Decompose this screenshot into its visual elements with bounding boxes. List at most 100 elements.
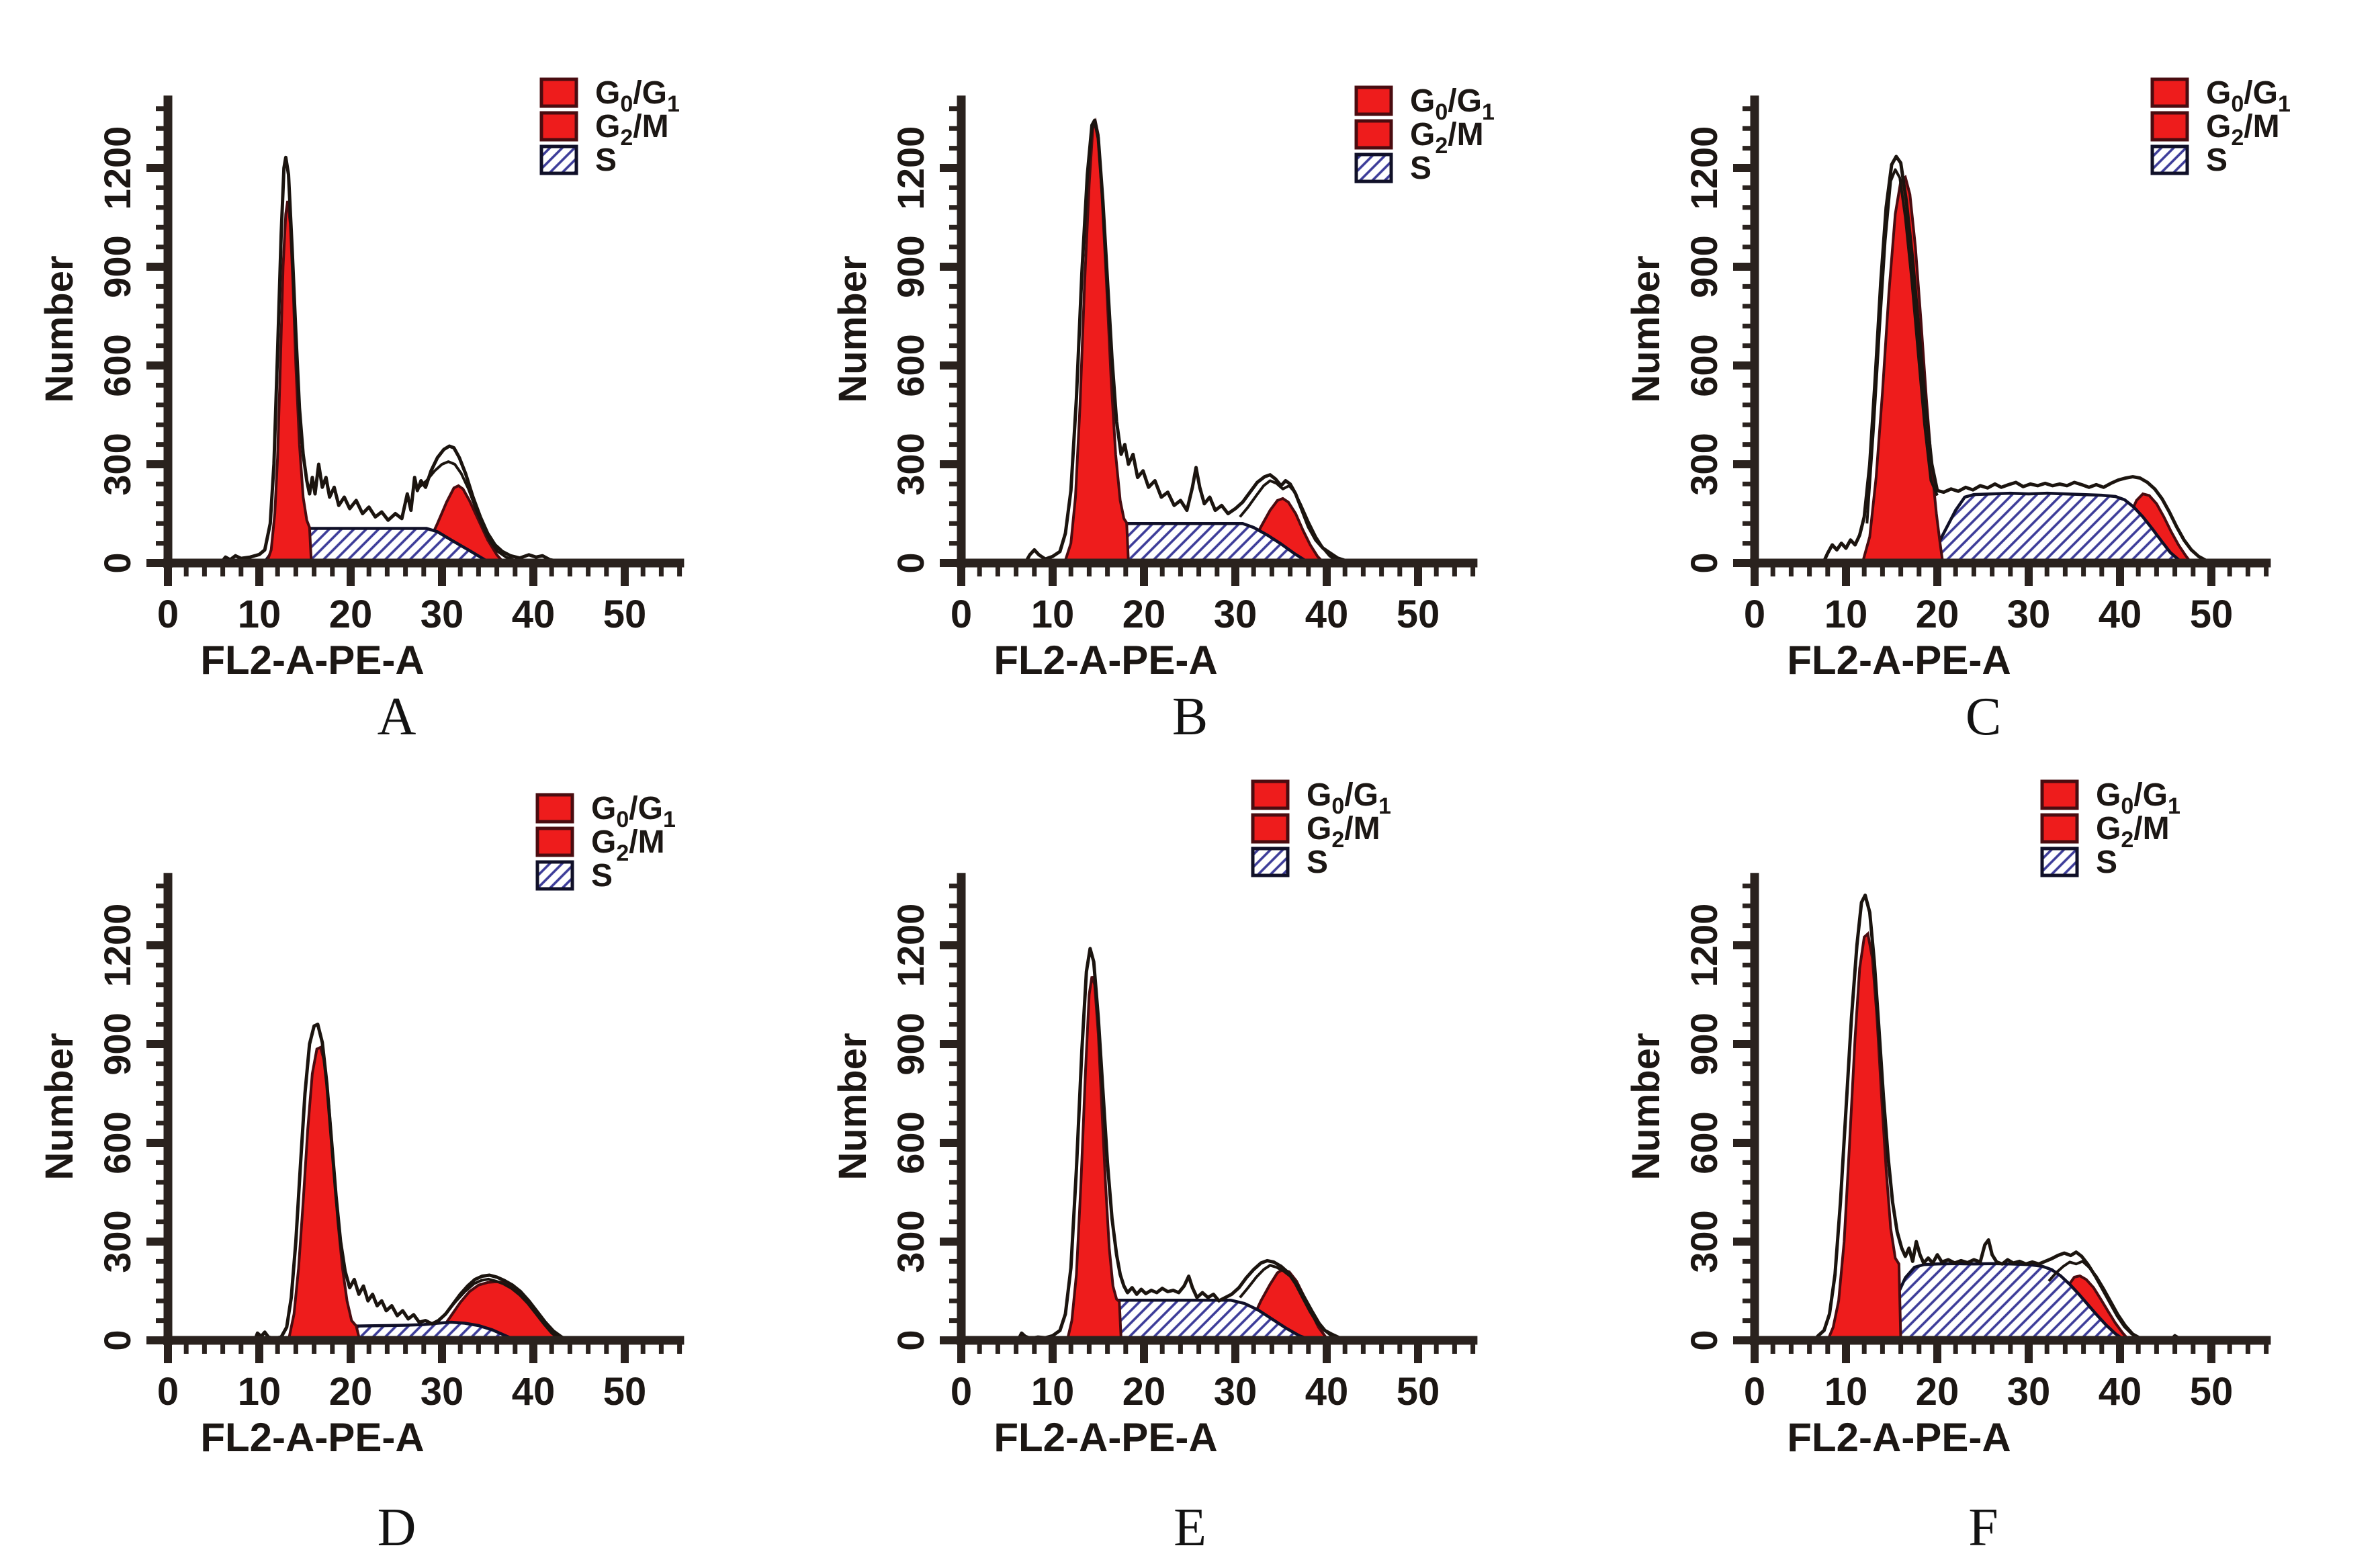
x-tick-label: 50 bbox=[603, 1370, 647, 1414]
legend-g0g1-label: G0​/G1​ bbox=[1410, 83, 1495, 125]
x-tick-label: 10 bbox=[238, 593, 281, 636]
x-axis-label: FL2-A-PE-A bbox=[200, 1415, 424, 1460]
legend-g0g1-swatch bbox=[1354, 85, 1393, 116]
x-tick-label: 10 bbox=[1824, 593, 1868, 636]
legend-g0g1-label: G0​/G1​ bbox=[2206, 75, 2291, 117]
panel-letter-a: A bbox=[377, 687, 416, 746]
g0g1-area bbox=[1860, 175, 1945, 564]
x-tick-label: 30 bbox=[2007, 1370, 2051, 1414]
x-tick-label: 40 bbox=[2099, 593, 2142, 636]
x-tick-label: 10 bbox=[238, 1370, 281, 1414]
y-tick-label: 0 bbox=[96, 552, 138, 573]
y-tick-label: 600 bbox=[1683, 1111, 1725, 1174]
legend-g2m-swatch bbox=[1251, 813, 1290, 844]
x-tick-label: 50 bbox=[2190, 593, 2234, 636]
legend-g0g1-swatch bbox=[1251, 779, 1290, 810]
y-axis-label: Number bbox=[38, 255, 81, 402]
panel-letter-c: C bbox=[1965, 687, 2002, 746]
x-axis-label: FL2-A-PE-A bbox=[1787, 638, 2011, 683]
y-tick-label: 1200 bbox=[96, 904, 138, 988]
x-tick-label: 30 bbox=[421, 593, 464, 636]
panel-a: 0 10 20 30 40 50 0 300 600 900 1200 Number FL2-A-PE-… bbox=[0, 0, 793, 777]
legend-g0g1-swatch bbox=[535, 793, 574, 824]
x-tick-label: 20 bbox=[329, 593, 373, 636]
y-axis-label: Number bbox=[831, 255, 875, 402]
y-tick-label: 900 bbox=[96, 235, 138, 298]
raw-histogram-outline bbox=[1024, 118, 1353, 565]
x-axis-label: FL2-A-PE-A bbox=[994, 638, 1217, 683]
y-axis-label: Number bbox=[1624, 255, 1668, 402]
legend-s-swatch bbox=[539, 144, 578, 175]
g0g1-area bbox=[1825, 931, 1902, 1342]
y-tick-label: 600 bbox=[889, 334, 932, 396]
legend-s-label: S bbox=[1307, 845, 1328, 880]
s-area bbox=[1925, 491, 2190, 565]
panel-e: 0 10 20 30 40 50 0 300 600 900 1200 Number FL2-A-PE-… bbox=[793, 777, 1587, 1554]
x-tick-label: 20 bbox=[1916, 1370, 1959, 1414]
legend-s-swatch bbox=[2150, 144, 2189, 175]
histogram-chart-e: 0 10 20 30 40 50 0 300 600 900 1200 Number FL2-A-PE-… bbox=[831, 777, 1478, 1460]
x-tick-label: 50 bbox=[2190, 1370, 2234, 1414]
y-tick-label: 300 bbox=[96, 433, 138, 495]
legend-g2m-swatch bbox=[2150, 111, 2189, 142]
x-axis-label: FL2-A-PE-A bbox=[1787, 1415, 2011, 1460]
y-tick-label: 1200 bbox=[1683, 126, 1725, 210]
x-tick-label: 50 bbox=[603, 593, 647, 636]
legend-s-label: S bbox=[595, 142, 617, 178]
x-tick-label: 40 bbox=[512, 1370, 556, 1414]
legend-g2m-label: G2​/M bbox=[2206, 109, 2280, 150]
x-tick-label: 30 bbox=[1214, 593, 1258, 636]
raw-histogram-outline bbox=[1812, 894, 2185, 1342]
panel-c: 0 10 20 30 40 50 0 300 600 900 1200 Number FL2-A-PE-… bbox=[1587, 0, 2380, 777]
legend-g0g1-label: G0​/G1​ bbox=[1307, 777, 1391, 819]
histogram-chart-b: 0 10 20 30 40 50 0 300 600 900 1200 Number FL2-A-PE-… bbox=[831, 83, 1495, 683]
x-tick-label: 20 bbox=[329, 1370, 373, 1414]
legend-s-label: S bbox=[591, 858, 613, 894]
legend-g2m-swatch bbox=[535, 826, 574, 857]
histogram-chart-a: 0 10 20 30 40 50 0 300 600 900 1200 Number FL2-A-PE-… bbox=[38, 75, 685, 683]
legend-g0g1-swatch bbox=[539, 77, 578, 108]
legend-g2m-label: G2​/M bbox=[591, 824, 665, 866]
legend-s-label: S bbox=[2206, 142, 2228, 178]
x-axis-label: FL2-A-PE-A bbox=[200, 638, 424, 683]
raw-histogram-outline bbox=[253, 1023, 571, 1342]
y-tick-label: 600 bbox=[889, 1111, 932, 1174]
x-tick-label: 0 bbox=[951, 593, 972, 636]
panel-b: 0 10 20 30 40 50 0 300 600 900 1200 Number FL2-A-PE-… bbox=[793, 0, 1587, 777]
legend-s-swatch bbox=[535, 860, 574, 891]
y-axis-label: Number bbox=[1624, 1033, 1668, 1180]
legend-g0g1-swatch bbox=[2150, 77, 2189, 108]
y-tick-label: 300 bbox=[1683, 1210, 1725, 1272]
y-tick-label: 900 bbox=[1683, 1012, 1725, 1075]
x-tick-label: 50 bbox=[1397, 1370, 1440, 1414]
x-tick-label: 30 bbox=[1214, 1370, 1258, 1414]
legend-g2m-swatch bbox=[539, 111, 578, 142]
panel-letter-f: F bbox=[1968, 1498, 1998, 1554]
x-tick-label: 0 bbox=[951, 1370, 972, 1414]
x-tick-label: 30 bbox=[2007, 593, 2051, 636]
y-tick-label: 900 bbox=[889, 235, 932, 298]
g0g1-area bbox=[265, 200, 313, 564]
y-tick-label: 300 bbox=[96, 1210, 138, 1272]
raw-histogram-outline bbox=[219, 155, 566, 565]
x-tick-label: 20 bbox=[1122, 593, 1166, 636]
legend-g2m-label: G2​/M bbox=[1410, 117, 1484, 159]
y-tick-label: 600 bbox=[96, 1111, 138, 1174]
x-tick-label: 40 bbox=[512, 593, 556, 636]
legend-g2m-label: G2​/M bbox=[595, 109, 669, 150]
x-tick-label: 40 bbox=[1305, 593, 1349, 636]
y-tick-label: 600 bbox=[96, 334, 138, 396]
x-axis-label: FL2-A-PE-A bbox=[994, 1415, 1217, 1460]
g0g1-area bbox=[1062, 117, 1130, 564]
y-tick-label: 900 bbox=[889, 1012, 932, 1075]
s-area bbox=[1876, 1262, 2127, 1342]
y-tick-label: 300 bbox=[889, 433, 932, 495]
y-tick-label: 1200 bbox=[96, 126, 138, 210]
legend-g0g1-label: G0​/G1​ bbox=[2096, 777, 2180, 819]
x-tick-label: 0 bbox=[1744, 1370, 1765, 1414]
y-tick-label: 600 bbox=[1683, 334, 1725, 396]
legend-s-swatch bbox=[1251, 847, 1290, 877]
legend-g2m-swatch bbox=[2040, 813, 2079, 844]
legend-g0g1-label: G0​/G1​ bbox=[595, 75, 680, 117]
